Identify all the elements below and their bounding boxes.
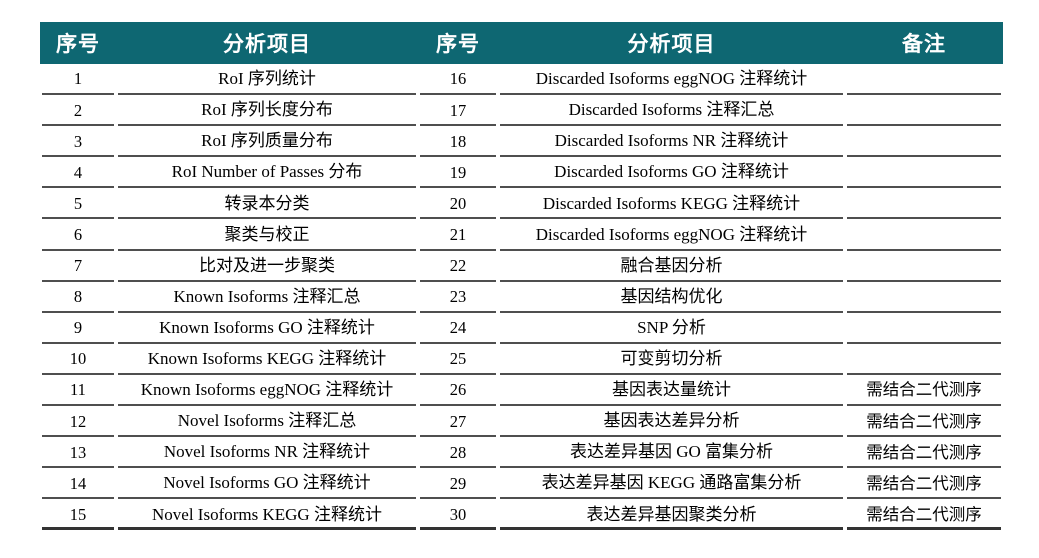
remark-cell: 需结合二代测序 <box>845 468 1003 500</box>
row-number-right-cell: 18 <box>418 126 498 158</box>
analysis-item-left-cell: RoI 序列长度分布 <box>116 95 418 127</box>
analysis-item-left-cell: Known Isoforms KEGG 注释统计 <box>116 343 418 375</box>
analysis-item-left-cell: 转录本分类 <box>116 188 418 220</box>
analysis-item-right-cell: 基因表达量统计 <box>498 374 845 407</box>
table-row: 10 Known Isoforms KEGG 注释统计 25 可变剪切分析 <box>40 343 1003 375</box>
analysis-item-left-cell: Novel Isoforms NR 注释统计 <box>116 437 418 469</box>
table-row: 9 Known Isoforms GO 注释统计 24 SNP 分析 <box>40 312 1003 344</box>
remark-cell <box>845 126 1003 158</box>
row-number-right-cell: 22 <box>418 250 498 282</box>
table-row: 11 Known Isoforms eggNOG 注释统计 26 基因表达量统计… <box>40 374 1003 407</box>
remark-cell <box>845 64 1003 96</box>
row-number-right-cell: 25 <box>418 343 498 375</box>
table-row: 15 Novel Isoforms KEGG 注释统计 30 表达差异基因聚类分… <box>40 499 1003 531</box>
row-number-right-cell: 21 <box>418 219 498 251</box>
row-number-left-cell: 15 <box>40 499 116 531</box>
row-number-left-cell: 5 <box>40 188 116 220</box>
analysis-item-left-cell: Novel Isoforms GO 注释统计 <box>116 468 418 500</box>
row-number-right-cell: 27 <box>418 406 498 438</box>
remark-cell <box>845 95 1003 127</box>
table-row: 3 RoI 序列质量分布 18 Discarded Isoforms NR 注释… <box>40 126 1003 158</box>
header-remark: 备注 <box>845 22 1003 64</box>
analysis-item-left-cell: RoI 序列统计 <box>116 64 418 96</box>
remark-cell: 需结合二代测序 <box>845 406 1003 438</box>
row-number-left-cell: 2 <box>40 95 116 127</box>
row-number-right-cell: 23 <box>418 281 498 313</box>
row-number-left-cell: 13 <box>40 437 116 469</box>
table-row: 4 RoI Number of Passes 分布 19 Discarded I… <box>40 157 1003 189</box>
row-number-left-cell: 14 <box>40 468 116 500</box>
analysis-item-left-cell: RoI Number of Passes 分布 <box>116 157 418 189</box>
analysis-item-right-cell: 表达差异基因 GO 富集分析 <box>498 437 845 469</box>
row-number-left-cell: 8 <box>40 281 116 313</box>
header-no-left: 序号 <box>40 22 116 64</box>
remark-cell <box>845 188 1003 220</box>
row-number-left-cell: 10 <box>40 343 116 375</box>
table-header-row: 序号 分析项目 序号 分析项目 备注 <box>40 22 1003 64</box>
analysis-item-left-cell: Known Isoforms 注释汇总 <box>116 281 418 313</box>
row-number-right-cell: 16 <box>418 64 498 96</box>
row-number-right-cell: 19 <box>418 157 498 189</box>
remark-cell <box>845 157 1003 189</box>
table-row: 6 聚类与校正 21 Discarded Isoforms eggNOG 注释统… <box>40 219 1003 251</box>
remark-cell <box>845 312 1003 344</box>
analysis-item-right-cell: Discarded Isoforms KEGG 注释统计 <box>498 188 845 220</box>
remark-cell <box>845 281 1003 313</box>
row-number-right-cell: 29 <box>418 468 498 500</box>
analysis-item-left-cell: Novel Isoforms KEGG 注释统计 <box>116 499 418 531</box>
analysis-item-left-cell: Known Isoforms eggNOG 注释统计 <box>116 374 418 407</box>
remark-cell <box>845 343 1003 375</box>
row-number-left-cell: 9 <box>40 312 116 344</box>
analysis-item-right-cell: 表达差异基因聚类分析 <box>498 499 845 531</box>
table-row: 1 RoI 序列统计 16 Discarded Isoforms eggNOG … <box>40 64 1003 96</box>
analysis-item-right-cell: 可变剪切分析 <box>498 343 845 375</box>
remark-cell: 需结合二代测序 <box>845 374 1003 407</box>
analysis-item-left-cell: Known Isoforms GO 注释统计 <box>116 312 418 344</box>
analysis-item-left-cell: Novel Isoforms 注释汇总 <box>116 406 418 438</box>
table-row: 12 Novel Isoforms 注释汇总 27 基因表达差异分析 需结合二代… <box>40 406 1003 438</box>
remark-cell <box>845 219 1003 251</box>
table-row: 2 RoI 序列长度分布 17 Discarded Isoforms 注释汇总 <box>40 95 1003 127</box>
table-row: 8 Known Isoforms 注释汇总 23 基因结构优化 <box>40 281 1003 313</box>
analysis-item-right-cell: SNP 分析 <box>498 312 845 344</box>
analysis-item-right-cell: Discarded Isoforms NR 注释统计 <box>498 126 845 158</box>
remark-cell: 需结合二代测序 <box>845 499 1003 531</box>
analysis-item-right-cell: Discarded Isoforms eggNOG 注释统计 <box>498 219 845 251</box>
analysis-item-right-cell: Discarded Isoforms eggNOG 注释统计 <box>498 64 845 96</box>
table-row: 14 Novel Isoforms GO 注释统计 29 表达差异基因 KEGG… <box>40 468 1003 500</box>
analysis-item-right-cell: 表达差异基因 KEGG 通路富集分析 <box>498 468 845 500</box>
row-number-left-cell: 3 <box>40 126 116 158</box>
analysis-item-right-cell: 基因表达差异分析 <box>498 406 845 438</box>
row-number-right-cell: 26 <box>418 374 498 407</box>
row-number-right-cell: 30 <box>418 499 498 531</box>
analysis-item-left-cell: 比对及进一步聚类 <box>116 250 418 282</box>
analysis-item-right-cell: Discarded Isoforms 注释汇总 <box>498 95 845 127</box>
row-number-left-cell: 11 <box>40 374 116 407</box>
header-item-right: 分析项目 <box>498 22 845 64</box>
row-number-left-cell: 7 <box>40 250 116 282</box>
header-no-right: 序号 <box>418 22 498 64</box>
row-number-right-cell: 17 <box>418 95 498 127</box>
remark-cell: 需结合二代测序 <box>845 437 1003 469</box>
analysis-item-left-cell: 聚类与校正 <box>116 219 418 251</box>
row-number-right-cell: 20 <box>418 188 498 220</box>
analysis-item-right-cell: 基因结构优化 <box>498 281 845 313</box>
row-number-right-cell: 28 <box>418 437 498 469</box>
table-row: 7 比对及进一步聚类 22 融合基因分析 <box>40 250 1003 282</box>
row-number-left-cell: 4 <box>40 157 116 189</box>
row-number-left-cell: 6 <box>40 219 116 251</box>
table-row: 13 Novel Isoforms NR 注释统计 28 表达差异基因 GO 富… <box>40 437 1003 469</box>
remark-cell <box>845 250 1003 282</box>
analysis-item-right-cell: 融合基因分析 <box>498 250 845 282</box>
row-number-right-cell: 24 <box>418 312 498 344</box>
table-row: 5 转录本分类 20 Discarded Isoforms KEGG 注释统计 <box>40 188 1003 220</box>
row-number-left-cell: 12 <box>40 406 116 438</box>
analysis-item-left-cell: RoI 序列质量分布 <box>116 126 418 158</box>
header-item-left: 分析项目 <box>116 22 418 64</box>
analysis-item-right-cell: Discarded Isoforms GO 注释统计 <box>498 157 845 189</box>
analysis-items-table: 序号 分析项目 序号 分析项目 备注 1 RoI 序列统计 16 Discard… <box>40 22 1003 531</box>
row-number-left-cell: 1 <box>40 64 116 96</box>
